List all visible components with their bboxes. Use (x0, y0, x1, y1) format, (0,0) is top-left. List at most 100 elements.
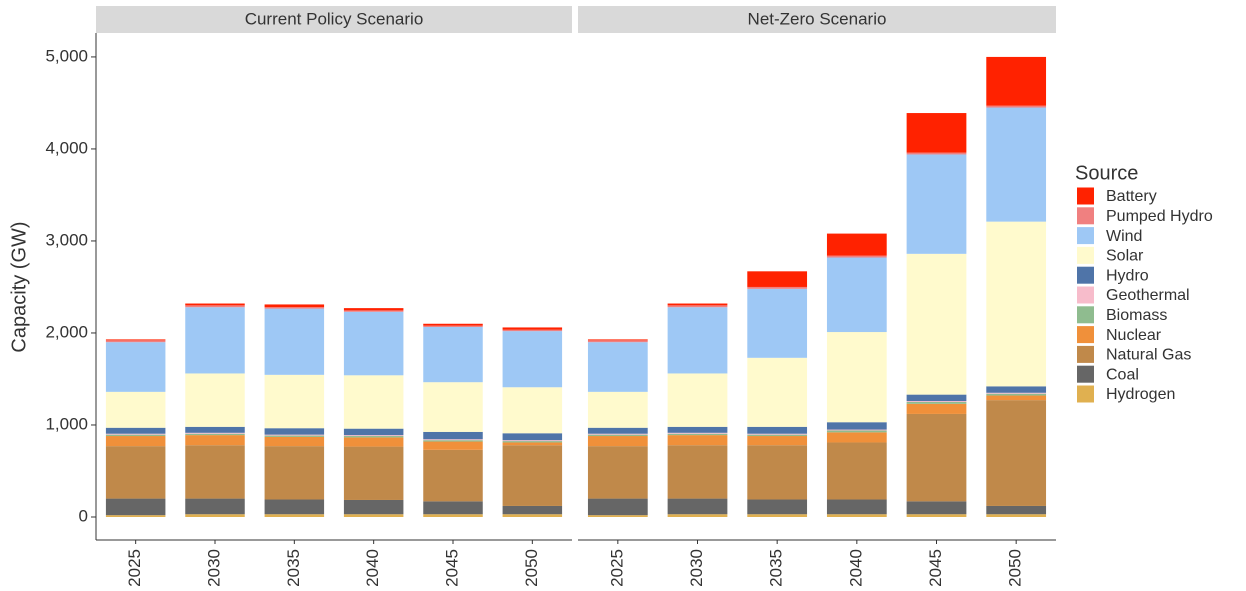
bar-segment (185, 445, 245, 499)
bar-segment (587, 391, 648, 428)
legend-label: Nuclear (1106, 327, 1162, 344)
legend-label: Hydro (1106, 267, 1149, 284)
bar-segment (502, 445, 563, 506)
legend-label: Hydrogen (1106, 386, 1175, 403)
bar-segment (105, 342, 166, 392)
bar-segment (423, 514, 483, 517)
bar-segment (906, 113, 967, 153)
legend-swatch (1077, 385, 1094, 403)
bar-segment (343, 499, 404, 515)
legend-swatch (1077, 227, 1094, 245)
bar-segment (502, 433, 563, 441)
x-tick-label: 2040 (363, 549, 382, 587)
legend-label: Solar (1106, 248, 1144, 265)
bar-segment (343, 437, 404, 447)
bar-segment (667, 373, 728, 427)
bar-segment (747, 286, 808, 289)
bar-segment (667, 445, 728, 499)
bar-segment (986, 400, 1047, 506)
bar-segment (906, 514, 967, 517)
bar-segment (185, 514, 245, 517)
bar-segment (667, 498, 728, 515)
x-tick-label: 2045 (926, 549, 945, 587)
bar-segment (343, 310, 404, 312)
bar-segment (105, 391, 166, 428)
bar-segment (185, 435, 245, 446)
bar-segment (826, 257, 887, 333)
facet-title: Current Policy Scenario (245, 9, 424, 28)
bar-segment (667, 426, 728, 433)
bar-segment (343, 446, 404, 500)
legend-swatch (1077, 207, 1094, 225)
bar-segment (502, 441, 563, 443)
bar-segment (747, 499, 808, 515)
bar-segment (986, 393, 1047, 396)
bar-segment (747, 288, 808, 358)
bar-segment (105, 515, 166, 517)
bar-segment (747, 426, 808, 434)
x-tick-label: 2050 (522, 549, 541, 587)
bar-segment (986, 221, 1047, 387)
bar-segment (826, 422, 887, 430)
bar-segment (747, 514, 808, 517)
legend-label: Natural Gas (1106, 347, 1191, 364)
legend-swatch (1077, 286, 1094, 304)
legend-swatch (1077, 306, 1094, 324)
bar-segment (105, 339, 166, 341)
bar-segment (423, 326, 483, 383)
bar-segment (587, 498, 648, 516)
bar-segment (343, 514, 404, 517)
bar-segment (667, 433, 728, 436)
bar-segment (343, 428, 404, 436)
y-axis-label: Capacity (GW) (8, 221, 30, 352)
bar-segment (587, 427, 648, 434)
y-tick-label: 4,000 (45, 138, 88, 157)
legend-label: Geothermal (1106, 287, 1190, 304)
bar-segment (906, 253, 967, 395)
bar-segment (502, 327, 563, 330)
bar-segment (423, 382, 483, 432)
x-tick-label: 2025 (125, 549, 144, 587)
legend-swatch (1077, 266, 1094, 284)
bar-segment (264, 499, 325, 515)
bar-segment (986, 107, 1047, 222)
bar-segment (502, 387, 563, 434)
y-tick-label: 1,000 (45, 414, 88, 433)
bar-segment (986, 56, 1047, 106)
legend-swatch (1077, 326, 1094, 344)
bar-segment (906, 394, 967, 402)
bar-segment (105, 427, 166, 434)
bar-segment (423, 323, 483, 326)
bar-segment (264, 374, 325, 429)
bar-segment (264, 308, 325, 375)
bar-segment (826, 429, 887, 431)
bar-segment (343, 308, 404, 311)
bar-segment (747, 357, 808, 427)
legend-swatch (1077, 246, 1094, 264)
bar-segment (587, 433, 648, 435)
x-tick-label: 2045 (442, 549, 461, 587)
x-tick-label: 2040 (846, 549, 865, 587)
legend-swatch (1077, 187, 1094, 205)
bar-segment (264, 307, 325, 309)
bar-segment (906, 401, 967, 402)
bar-segment (667, 303, 728, 306)
bar-segment (906, 152, 967, 155)
bar-segment (747, 436, 808, 446)
bar-segment (502, 329, 563, 332)
bar-segment (747, 271, 808, 287)
bar-segment (423, 449, 483, 502)
x-tick-label: 2030 (687, 549, 706, 587)
bar-segment (667, 514, 728, 517)
bar-segment (264, 304, 325, 308)
x-tick-label: 2035 (767, 549, 786, 587)
bar-segment (826, 442, 887, 500)
bar-segment (587, 434, 648, 437)
bar-segment (423, 325, 483, 327)
bar-segment (667, 435, 728, 446)
bar-segment (185, 373, 245, 427)
legend-label: Battery (1106, 188, 1157, 205)
bar-segment (343, 375, 404, 429)
bar-segment (667, 305, 728, 308)
